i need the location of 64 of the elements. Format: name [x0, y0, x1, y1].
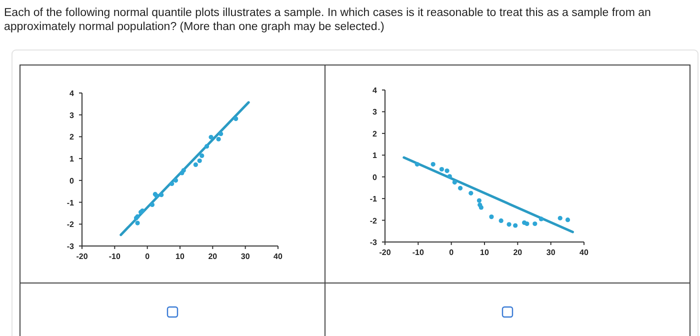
x-tick-label: 0	[145, 252, 150, 261]
y-tick-label: 1	[372, 151, 378, 160]
y-tick-label: -3	[370, 238, 378, 247]
point	[430, 162, 436, 167]
point	[506, 222, 512, 227]
y-tick-label: 1	[70, 154, 75, 164]
point	[218, 132, 224, 136]
y-tick-label: -1	[370, 194, 378, 204]
point	[444, 168, 450, 174]
point	[200, 153, 204, 158]
point	[532, 221, 538, 226]
point	[414, 162, 420, 167]
point	[150, 202, 155, 207]
x-tick-label: -10	[412, 248, 424, 257]
y-tick-label: 0	[70, 176, 75, 186]
x-tick-label: 30	[546, 248, 556, 257]
point	[204, 144, 210, 149]
y-tick-label: -1	[66, 198, 75, 208]
point	[513, 223, 518, 228]
y-tick-label: 4	[70, 89, 75, 98]
x-tick-label: 0	[449, 248, 454, 257]
y-tick-label: 0	[372, 172, 378, 182]
point	[193, 162, 198, 167]
point	[447, 174, 452, 179]
point	[524, 221, 530, 226]
x-tick-label: 20	[208, 252, 218, 261]
point	[558, 216, 562, 220]
point	[181, 168, 186, 173]
x-tick-label: -20	[379, 248, 392, 257]
y-tick-label: 2	[70, 132, 75, 142]
y-tick-label: 3	[70, 110, 75, 120]
point	[538, 216, 544, 222]
x-tick-label: -10	[108, 252, 121, 261]
point	[452, 180, 457, 185]
point	[234, 116, 238, 122]
x-tick-label: 20	[513, 248, 523, 257]
point	[208, 134, 214, 140]
point	[498, 218, 504, 224]
y-tick-label: -2	[66, 220, 75, 230]
point	[173, 178, 178, 183]
point	[216, 136, 221, 142]
x-tick-label: -20	[76, 252, 88, 261]
text: Each of the following normal quantile plots illustrates a sample. In which cases is it reasonable to treat this as a sample from an approximately normal population? (More than one graph may be selected.)	[4, 6, 652, 34]
point	[478, 205, 484, 210]
y-tick-label: -3	[66, 242, 75, 251]
x-tick-label: 30	[240, 252, 250, 261]
point	[135, 220, 140, 226]
point	[565, 218, 570, 222]
point	[489, 214, 494, 220]
point	[476, 198, 482, 203]
y-tick-label: 4	[372, 86, 378, 95]
x-tick-label: 40	[580, 248, 589, 257]
x-tick-label: 10	[480, 248, 490, 257]
x-tick-label: 40	[274, 252, 283, 261]
point	[468, 190, 474, 196]
point	[439, 166, 444, 172]
point	[170, 181, 174, 186]
y-tick-label: 2	[372, 129, 378, 138]
y-tick-label: -2	[370, 216, 378, 226]
point	[197, 158, 202, 164]
point	[159, 192, 164, 198]
y-tick-label: 3	[372, 108, 378, 117]
point	[458, 186, 463, 190]
x-tick-label: 10	[176, 252, 185, 261]
